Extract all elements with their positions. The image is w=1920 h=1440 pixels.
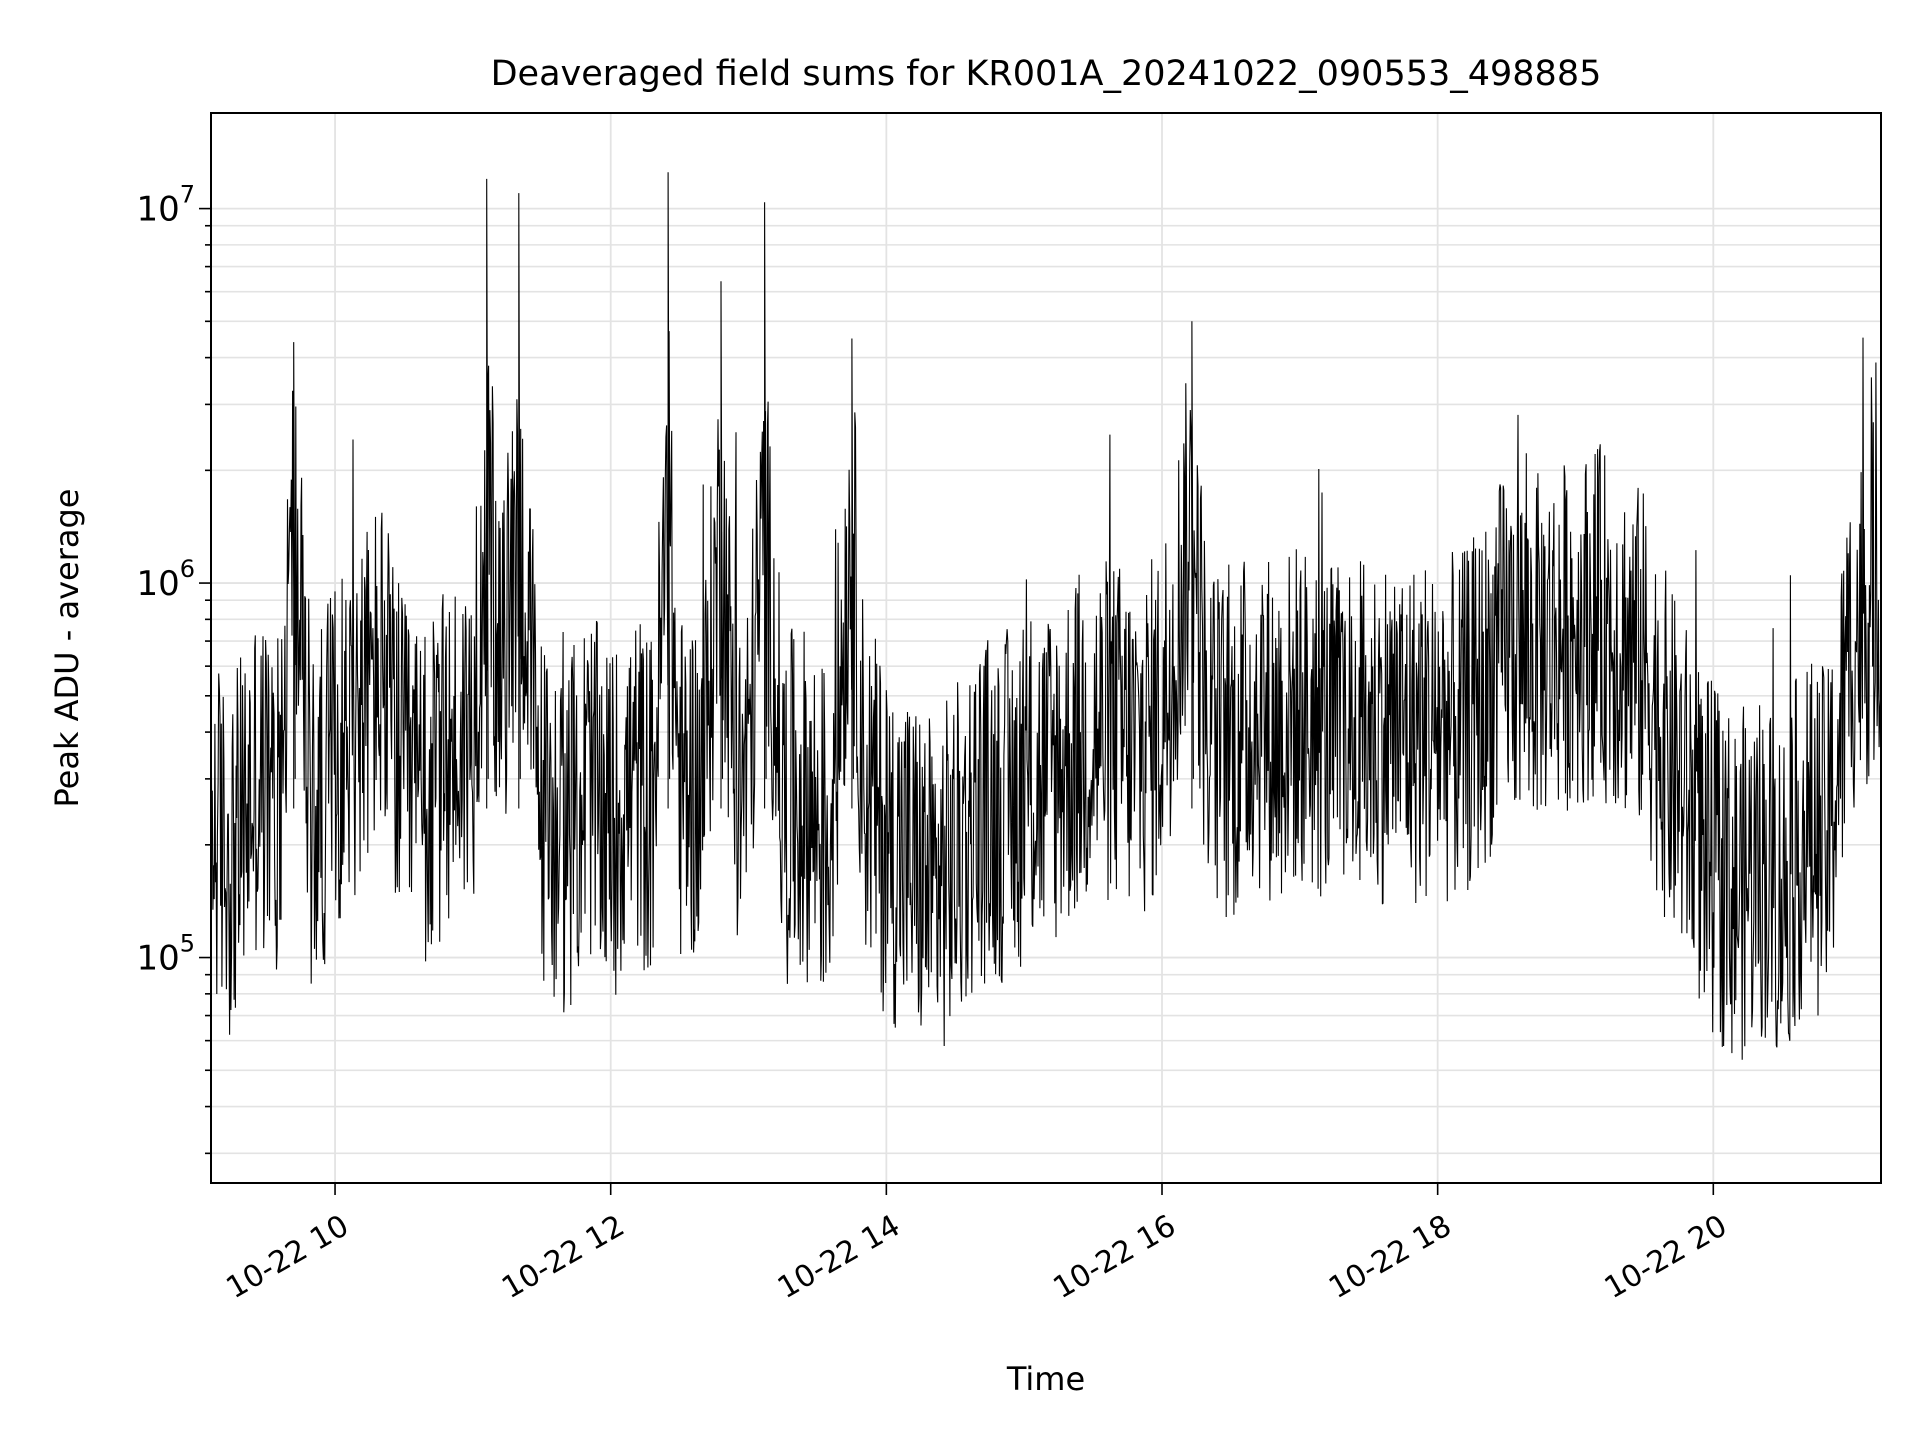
x-tick-label: 10-22 10 — [221, 1208, 355, 1306]
y-tick-label: 107 — [136, 181, 195, 230]
x-tick-label: 10-22 12 — [496, 1208, 630, 1306]
x-tick-label: 10-22 16 — [1047, 1208, 1181, 1306]
axes-frame — [210, 112, 1882, 1184]
plot-area — [210, 172, 1882, 1060]
y-axis-label: Peak ADU - average — [48, 489, 86, 808]
y-axis-ticks: 105 106 107 — [136, 181, 211, 1155]
x-tick-label: 10-22 14 — [772, 1208, 906, 1306]
chart-title: Deaveraged field sums for KR001A_2024102… — [491, 54, 1602, 94]
y-tick-label: 106 — [136, 555, 195, 604]
x-tick-label: 10-22 18 — [1323, 1208, 1457, 1306]
x-axis-ticks: 10-22 10 10-22 12 10-22 14 10-22 16 10-22 18… — [221, 1183, 1733, 1306]
series-line — [210, 172, 1882, 1060]
x-tick-label: 10-22 20 — [1599, 1208, 1733, 1306]
y-tick-label: 105 — [136, 930, 195, 979]
x-axis-label: Time — [1006, 1360, 1085, 1398]
